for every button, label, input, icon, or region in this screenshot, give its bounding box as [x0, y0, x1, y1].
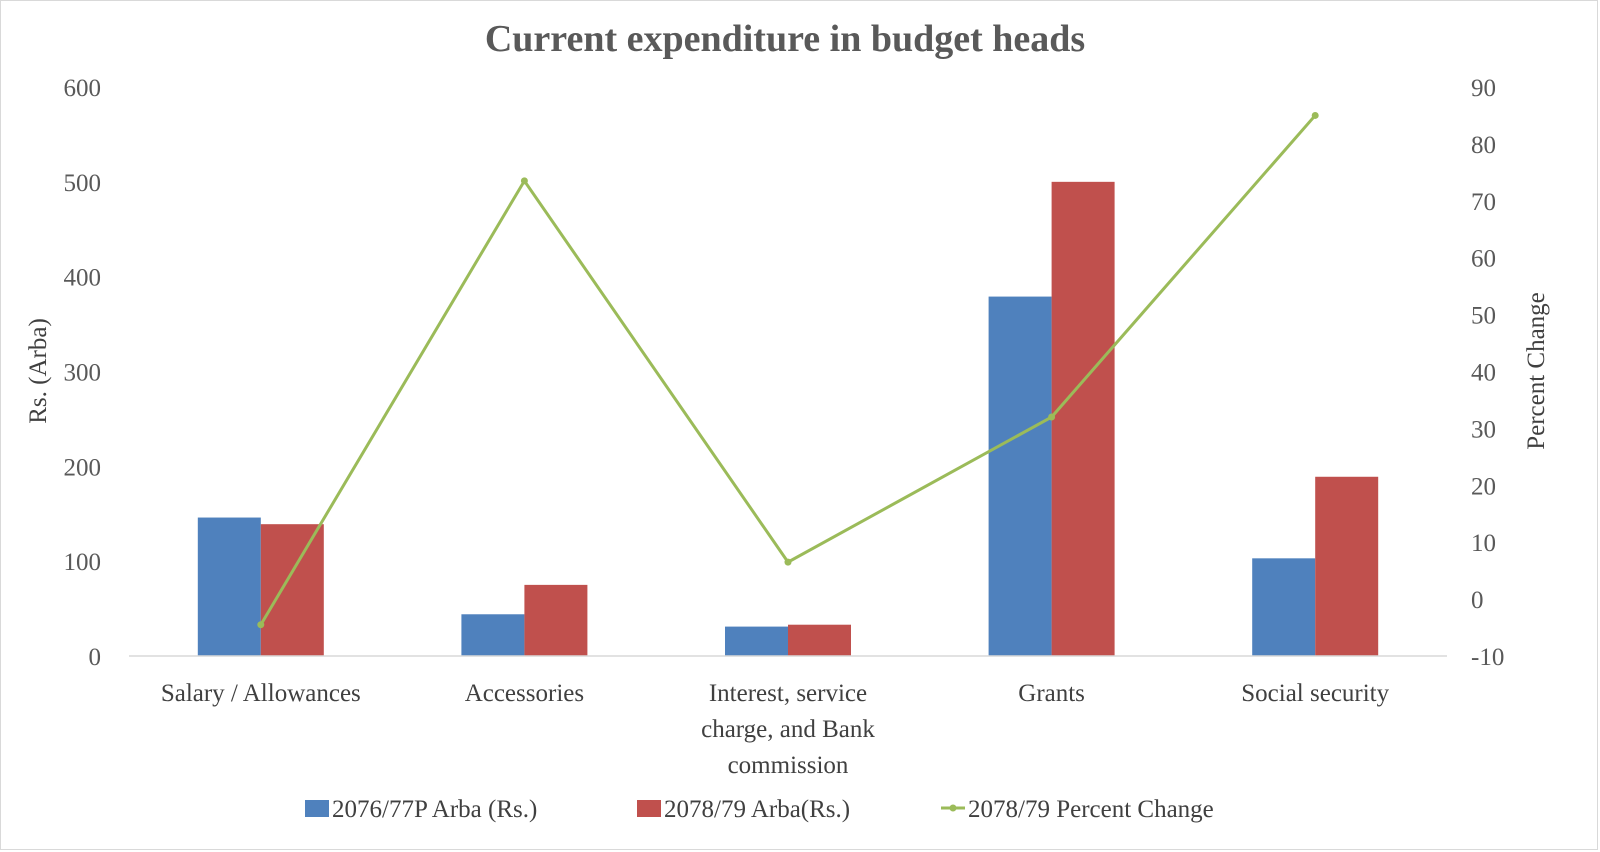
chart-title: Current expenditure in budget heads [485, 18, 1085, 60]
legend-item: 2078/79 Arba(Rs.) [637, 796, 850, 823]
legend-swatch-point [949, 804, 957, 812]
y-right-tick-label: 50 [1471, 303, 1496, 330]
y-right-tick-label: 30 [1471, 416, 1496, 443]
legend-label: 2078/79 Percent Change [968, 796, 1214, 823]
bar-series2 [1315, 476, 1379, 656]
legend-swatch [305, 800, 329, 817]
percent-change-point [257, 621, 265, 629]
y-right-tick-label: 20 [1471, 473, 1496, 500]
y-left-tick-label: 0 [89, 644, 102, 671]
y-right-tick-label: -10 [1471, 644, 1504, 671]
y-left-tick-label: 300 [64, 360, 102, 387]
bar-series1 [1252, 558, 1316, 656]
legend-item: 2076/77P Arba (Rs.) [305, 796, 537, 823]
legend-label: 2078/79 Arba(Rs.) [664, 796, 850, 823]
bar-series2 [260, 524, 324, 656]
bar-series2 [788, 624, 851, 656]
percent-change-point [1048, 413, 1056, 421]
x-tick-label: Salary / Allowances [161, 680, 361, 707]
y-right-tick-label: 40 [1471, 360, 1496, 387]
bar-series1 [988, 296, 1052, 656]
bar-series2 [1051, 181, 1115, 657]
y-right-tick-label: 10 [1471, 530, 1496, 557]
bar-series1 [461, 614, 525, 656]
y-right-tick-label: 60 [1471, 246, 1496, 273]
percent-change-point [784, 558, 792, 566]
x-tick-label: Social security [1241, 680, 1389, 707]
y-left-tick-label: 100 [64, 549, 102, 576]
percent-change-point [520, 177, 528, 185]
x-tick-label: Grants [1018, 680, 1085, 707]
bar-series1 [197, 517, 261, 656]
y-right-tick-label: 0 [1471, 587, 1484, 614]
percent-change-line [259, 114, 1317, 626]
plot-area: 0 100 200 300 400 500 600 -10 0 10 20 30 40 50 60 70 80 9… [64, 75, 1505, 779]
y-left-tick-label: 400 [64, 265, 102, 292]
y-right-tick-label: 90 [1471, 75, 1496, 102]
x-tick-label: Accessories [465, 680, 584, 707]
y-left-tick-label: 500 [64, 170, 102, 197]
x-tick-label: Interest, service charge, and Bank commiss… [701, 680, 875, 779]
legend: 2076/77P Arba (Rs.) 2078/79 Arba(Rs.) 2078… [305, 796, 1214, 823]
bar-series2 [524, 584, 588, 656]
legend-label: 2076/77P Arba (Rs.) [332, 796, 537, 823]
bar-series1 [725, 626, 788, 656]
y-right-tick-label: 80 [1471, 132, 1496, 159]
y-left-tick-label: 600 [64, 75, 102, 102]
y-left-tick-label: 200 [64, 454, 102, 481]
legend-item: 2078/79 Percent Change [941, 796, 1214, 823]
y-axis-left-label: Rs. (Arba) [25, 318, 52, 424]
percent-change-point [1311, 111, 1319, 119]
y-axis-right-label: Percent Change [1523, 292, 1550, 450]
y-right-tick-label: 70 [1471, 189, 1496, 216]
legend-swatch [637, 800, 661, 817]
